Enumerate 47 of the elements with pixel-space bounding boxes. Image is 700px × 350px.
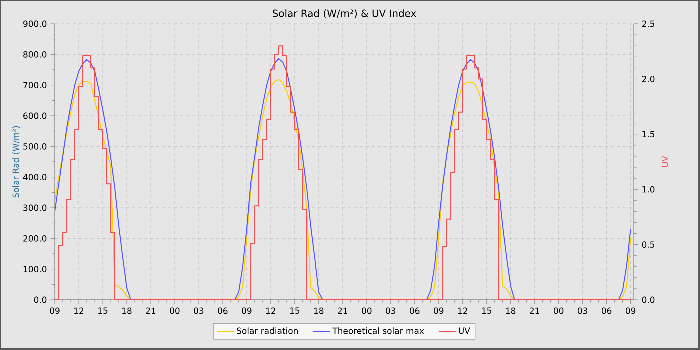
x-tick-label: 09 [242, 308, 252, 314]
y-tick-label: 700.0 [24, 82, 47, 89]
x-tick-label: 03 [194, 308, 204, 314]
x-tick-label: 18 [122, 308, 132, 314]
x-tick-label: 21 [338, 308, 348, 314]
legend-label: Theoretical solar max [332, 328, 424, 334]
x-tick-label: 15 [290, 308, 300, 314]
x-tick-label: 21 [530, 308, 540, 314]
x-tick-label: 00 [362, 308, 372, 314]
y2-tick-label: 0.5 [642, 242, 654, 248]
x-tick-label: 15 [482, 308, 492, 314]
y2-tick-label: 2.0 [642, 76, 655, 82]
y2-axis-title: UV [662, 156, 668, 168]
y-tick-label: 600.0 [24, 112, 47, 120]
x-tick-label: 09 [434, 308, 444, 314]
x-tick-label: 03 [386, 308, 396, 314]
x-tick-label: 00 [554, 308, 564, 314]
y-tick-label: 800.0 [24, 51, 47, 58]
x-tick-label: 06 [410, 308, 420, 314]
y-tick-label: 0.0 [34, 296, 47, 304]
x-tick-label: 00 [170, 308, 180, 314]
chart-title: Solar Rad (W/m²) & UV Index [272, 10, 416, 18]
y-tick-label: 300.0 [24, 204, 47, 212]
y-tick-label: 500.0 [24, 143, 47, 150]
x-tick-label: 21 [146, 308, 156, 314]
x-tick-label: 06 [218, 308, 228, 314]
x-tick-label: 06 [602, 308, 612, 314]
x-tick-label: 18 [314, 308, 324, 314]
legend-label: Solar radiation [237, 328, 298, 334]
y-tick-label: 400.0 [23, 174, 47, 181]
y2-tick-label: 1.0 [642, 186, 655, 193]
y2-tick-label: 1.5 [642, 131, 654, 138]
y-axis-title: Solar Rad (W/m²) [12, 126, 20, 198]
y-tick-label: 900.0 [24, 20, 47, 28]
legend-label: UV [459, 328, 470, 334]
y2-tick-label: 0.0 [642, 296, 655, 304]
x-tick-label: 12 [266, 308, 276, 314]
x-tick-label: 12 [458, 308, 468, 314]
y-tick-label: 200.0 [24, 235, 47, 242]
x-tick-label: 09 [626, 308, 636, 314]
x-tick-label: 09 [50, 308, 60, 314]
x-tick-label: 12 [74, 308, 84, 314]
x-tick-label: 03 [578, 308, 588, 314]
x-tick-label: 15 [98, 308, 108, 314]
x-tick-label: 18 [506, 308, 516, 314]
y2-tick-label: 2.5 [642, 20, 654, 28]
y-tick-label: 100.0 [24, 266, 47, 273]
